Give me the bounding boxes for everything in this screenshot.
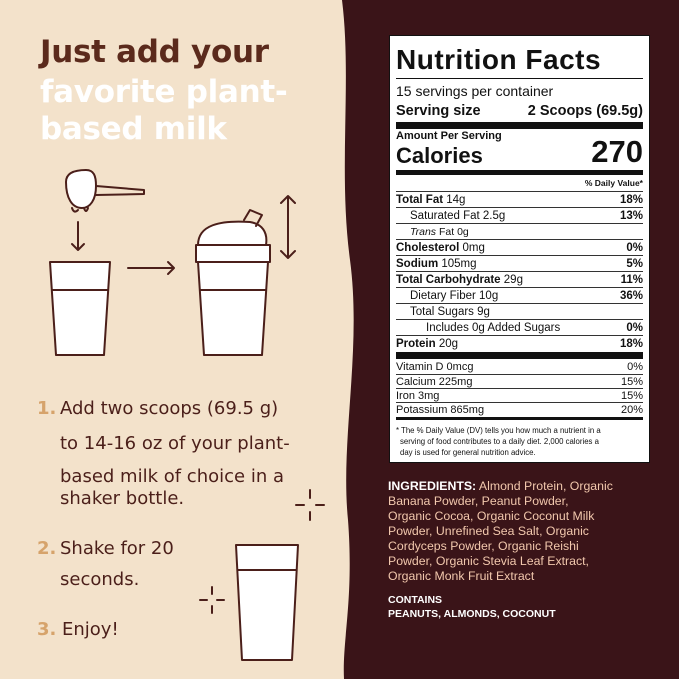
- rule: [396, 122, 643, 129]
- nutrient: Saturated Fat: [410, 210, 480, 222]
- nutrient: Total Carbohydrate: [396, 274, 501, 286]
- nutrient: Total Sugars: [410, 306, 474, 318]
- step-text: seconds.: [60, 569, 140, 590]
- step-text: Enjoy!: [62, 619, 119, 640]
- nutrient-row: Saturated Fat 2.5g 13%: [396, 207, 643, 224]
- step-text: based milk of choice in a: [60, 466, 284, 487]
- vitamin: Calcium: [396, 376, 436, 388]
- amount: 0g: [457, 226, 469, 238]
- ingredients-text: Organic Cocoa, Organic Coconut Milk: [388, 509, 595, 523]
- nutrient-row: Total Sugars 9g: [396, 303, 643, 320]
- footnote: serving of food contributes to a daily d…: [400, 437, 599, 446]
- nutrient: Cholesterol: [396, 242, 460, 254]
- dv: 0%: [627, 361, 643, 373]
- dv: 0%: [626, 322, 643, 334]
- dv: 15%: [620, 390, 643, 402]
- calories-value: 270: [591, 134, 643, 169]
- nutrient-row: Sodium 105mg 5%: [396, 255, 643, 272]
- nutrient-row: Trans Fat 0g: [396, 223, 643, 240]
- headline: favorite plant-: [40, 74, 288, 110]
- step-number: 3.: [37, 619, 57, 640]
- ingredients-text: Powder, Unrefined Sea Salt, Organic: [388, 524, 589, 538]
- dv: 11%: [620, 274, 643, 286]
- ingredients-label: INGREDIENTS:: [388, 479, 477, 493]
- step-text: Add two scoops (69.5 g): [60, 398, 279, 419]
- step-text: to 14-16 oz of your plant-: [60, 433, 290, 454]
- vitamin: Vitamin D: [396, 361, 444, 373]
- step-text: shaker bottle.: [60, 488, 185, 509]
- ingredients-text: Banana Powder, Peanut Powder,: [388, 494, 569, 508]
- headline: Just add your: [40, 34, 269, 70]
- vitamin: Iron: [396, 390, 415, 402]
- footnote: day is used for general nutrition advice…: [400, 448, 536, 457]
- nutrient-row: Includes 0g Added Sugars 0%: [396, 319, 643, 336]
- ingredients-text: Almond Protein, Organic: [478, 479, 613, 493]
- contains-label: CONTAINS: [388, 594, 443, 606]
- amount: 10g: [479, 290, 499, 302]
- amount: 2.5g: [482, 210, 506, 222]
- step-text: Shake for 20: [60, 538, 174, 559]
- dv: 0%: [626, 242, 643, 254]
- vitamin: Potassium: [396, 404, 448, 416]
- headline: based milk: [40, 111, 227, 147]
- vitamin-row: Vitamin D 0mcg 0%: [396, 360, 643, 374]
- amount: 14g: [446, 194, 466, 206]
- nutrient-row: Cholesterol 0mg 0%: [396, 239, 643, 256]
- amount: 0mcg: [446, 361, 474, 373]
- icons: [49, 169, 325, 661]
- servings: 15 servings per container: [396, 83, 554, 99]
- rule: [396, 78, 643, 79]
- step-number: 1.: [37, 398, 57, 419]
- amount: 225mg: [438, 376, 473, 388]
- ingredients-text: Cordyceps Powder, Organic Reishi: [388, 539, 579, 553]
- ingredients-text: Organic Monk Fruit Extract: [388, 569, 535, 583]
- step-number: 2.: [37, 538, 57, 559]
- calories-label: Calories: [396, 143, 483, 168]
- dv: 13%: [619, 210, 643, 222]
- nutrient: Dietary Fiber: [410, 290, 476, 302]
- amount: 0mg: [462, 242, 485, 254]
- amount: 20g: [438, 338, 459, 350]
- dv-header: % Daily Value*: [584, 178, 643, 188]
- vitamin-row: Potassium 865mg 20%: [396, 402, 643, 417]
- ingredients-text: Powder, Organic Stevia Leaf Extract,: [388, 554, 589, 568]
- nutrient-row: Total Carbohydrate 29g 11%: [396, 271, 643, 288]
- nutrient: Protein: [396, 338, 436, 350]
- nutrient: Includes 0g Added Sugars: [426, 322, 561, 334]
- nutrient: Sodium: [396, 258, 439, 270]
- amount: 9g: [477, 306, 490, 318]
- dv: 20%: [620, 404, 643, 416]
- dv: 18%: [619, 338, 643, 350]
- dv: 15%: [620, 376, 643, 388]
- dv: 5%: [626, 258, 643, 270]
- nutrient-row: Dietary Fiber 10g 36%: [396, 287, 643, 304]
- nutrient: Fat: [438, 226, 455, 238]
- vitamin-row: Iron 3mg 15%: [396, 388, 643, 403]
- label-title: Nutrition Facts: [396, 44, 602, 75]
- amount: 105mg: [441, 258, 477, 270]
- amount: 3mg: [418, 390, 440, 402]
- amount: 29g: [503, 274, 523, 286]
- nutrient: Total Fat: [396, 194, 444, 206]
- serving-size-value: 2 Scoops (69.5g): [527, 103, 643, 119]
- rule: [396, 417, 643, 420]
- ingredients-line: INGREDIENTS: Almond Protein, Organic: [388, 479, 613, 493]
- nutrition-label: Nutrition Facts 15 servings per containe…: [389, 35, 650, 463]
- contains-text: PEANUTS, ALMONDS, COCONUT: [388, 608, 556, 620]
- dv: 36%: [619, 290, 643, 302]
- dv: 18%: [619, 194, 643, 206]
- rule: [396, 352, 643, 359]
- serving-size-label: Serving size: [396, 103, 481, 119]
- rule: [396, 170, 643, 175]
- nutrient-italic: Trans: [410, 226, 437, 238]
- amount: 865mg: [450, 404, 485, 416]
- vitamin-row: Calcium 225mg 15%: [396, 374, 643, 389]
- nutrient-row: Total Fat 14g 18%: [396, 191, 643, 208]
- amount-per-serving: Amount Per Serving: [396, 130, 502, 142]
- footnote: * The % Daily Value (DV) tells you how m…: [396, 426, 601, 435]
- nutrient-row: Protein 20g 18%: [396, 335, 643, 352]
